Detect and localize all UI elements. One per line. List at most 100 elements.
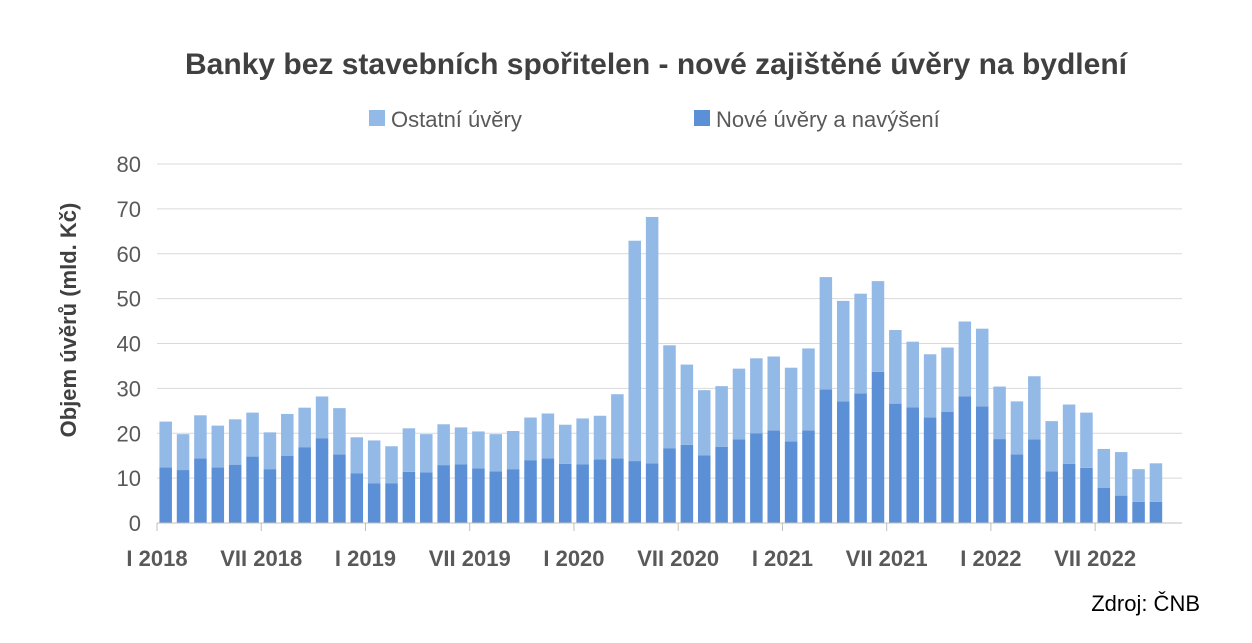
bar-ostatni-uvery: [1080, 412, 1093, 468]
legend-swatch-nove: [694, 110, 710, 126]
bar-nove-uvery: [367, 483, 381, 523]
bar-nove-uvery: [350, 473, 364, 523]
bar-ostatni-uvery: [854, 293, 867, 394]
bar-ostatni-uvery: [263, 432, 277, 470]
bar-nove-uvery: [697, 455, 711, 523]
y-tick-label: 20: [117, 421, 141, 446]
bar-ostatni-uvery: [541, 413, 555, 459]
bar-ostatni-uvery: [281, 413, 294, 456]
bar-nove-uvery: [767, 430, 780, 523]
bar-ostatni-uvery: [889, 330, 902, 404]
bar-ostatni-uvery: [628, 240, 642, 462]
bar-nove-uvery: [923, 417, 937, 523]
bar-nove-uvery: [1132, 501, 1145, 523]
bar-ostatni-uvery: [333, 408, 346, 455]
x-tick-label: I 2021: [752, 546, 813, 571]
bar-ostatni-uvery: [732, 368, 746, 440]
bar-ostatni-uvery: [1114, 452, 1128, 496]
bar-ostatni-uvery: [836, 300, 850, 402]
bar-nove-uvery: [871, 371, 885, 523]
bar-nove-uvery: [854, 393, 867, 523]
bar-ostatni-uvery: [715, 386, 728, 447]
bar-nove-uvery: [750, 433, 763, 523]
bar-ostatni-uvery: [246, 412, 259, 457]
bar-nove-uvery: [559, 463, 572, 523]
bar-nove-uvery: [1149, 501, 1163, 523]
x-axis-ticks: I 2018 VII 2018 I 2019 VII 2019 I 2020 VII 20…: [126, 523, 1136, 571]
x-tick-label: VII 2020: [637, 546, 719, 571]
legend-swatch-ostatni: [369, 110, 385, 126]
bar-nove-uvery: [1080, 467, 1093, 523]
bar-ostatni-uvery: [1045, 421, 1058, 472]
bar-nove-uvery: [524, 460, 537, 523]
x-tick-label: I 2022: [960, 546, 1021, 571]
x-tick-label: I 2019: [335, 546, 396, 571]
x-tick-label: I 2020: [543, 546, 604, 571]
bar-nove-uvery: [1028, 439, 1041, 523]
bar-nove-uvery: [993, 439, 1006, 523]
bar-ostatni-uvery: [906, 341, 919, 408]
bar-ostatni-uvery: [697, 390, 711, 456]
legend: Ostatní úvěry Nové úvěry a navýšení: [369, 107, 940, 132]
bar-nove-uvery: [246, 456, 259, 523]
bar-ostatni-uvery: [1062, 404, 1076, 464]
bar-ostatni-uvery: [1028, 376, 1041, 440]
bar-ostatni-uvery: [402, 428, 416, 472]
bar-nove-uvery: [802, 430, 815, 523]
bar-nove-uvery: [263, 469, 277, 523]
y-axis-label: Objem úvěrů (mld. Kč): [56, 203, 81, 438]
bar-nove-uvery: [176, 470, 190, 523]
x-tick-label: I 2018: [126, 546, 187, 571]
bar-ostatni-uvery: [228, 419, 242, 465]
bar-nove-uvery: [975, 406, 989, 523]
bar-nove-uvery: [958, 396, 972, 523]
bar-nove-uvery: [906, 407, 919, 523]
bar-ostatni-uvery: [194, 415, 207, 459]
bar-nove-uvery: [506, 469, 520, 523]
bar-nove-uvery: [420, 472, 433, 523]
bar-ostatni-uvery: [437, 424, 450, 466]
bar-ostatni-uvery: [506, 431, 520, 470]
bar-ostatni-uvery: [593, 415, 607, 460]
bar-nove-uvery: [281, 455, 294, 523]
source-note: Zdroj: ČNB: [1091, 591, 1200, 616]
bar-ostatni-uvery: [680, 364, 694, 445]
bar-nove-uvery: [680, 444, 694, 523]
bar-ostatni-uvery: [750, 358, 763, 434]
bar-nove-uvery: [593, 459, 607, 523]
bar-nove-uvery: [385, 483, 398, 523]
bar-nove-uvery: [333, 454, 346, 523]
bar-nove-uvery: [784, 441, 798, 523]
bar-ostatni-uvery: [176, 434, 190, 471]
bar-nove-uvery: [298, 447, 311, 523]
bar-nove-uvery: [228, 464, 242, 523]
bar-nove-uvery: [645, 463, 659, 523]
bar-ostatni-uvery: [559, 424, 572, 464]
bar-ostatni-uvery: [1010, 401, 1024, 455]
bar-nove-uvery: [611, 458, 624, 523]
bar-ostatni-uvery: [1132, 469, 1145, 502]
bar-ostatni-uvery: [975, 328, 989, 407]
bars: [159, 216, 1163, 523]
bar-nove-uvery: [1062, 463, 1076, 523]
bar-nove-uvery: [889, 403, 902, 523]
bar-ostatni-uvery: [923, 354, 937, 418]
bar-ostatni-uvery: [315, 396, 329, 439]
bar-ostatni-uvery: [871, 281, 885, 372]
bar-ostatni-uvery: [576, 418, 589, 465]
bar-nove-uvery: [315, 438, 329, 523]
bar-nove-uvery: [541, 458, 555, 523]
bar-nove-uvery: [715, 446, 728, 523]
bar-ostatni-uvery: [958, 321, 972, 397]
bar-nove-uvery: [1097, 487, 1111, 523]
y-axis-ticks: 0 10 20 30 40 50 60 70 80: [117, 152, 141, 536]
bar-nove-uvery: [819, 389, 833, 523]
bar-nove-uvery: [836, 401, 850, 523]
bar-nove-uvery: [472, 468, 485, 523]
bar-nove-uvery: [1010, 454, 1024, 523]
y-tick-label: 40: [117, 332, 141, 357]
bar-nove-uvery: [576, 464, 589, 523]
bar-ostatni-uvery: [802, 348, 815, 431]
bar-ostatni-uvery: [767, 356, 780, 431]
